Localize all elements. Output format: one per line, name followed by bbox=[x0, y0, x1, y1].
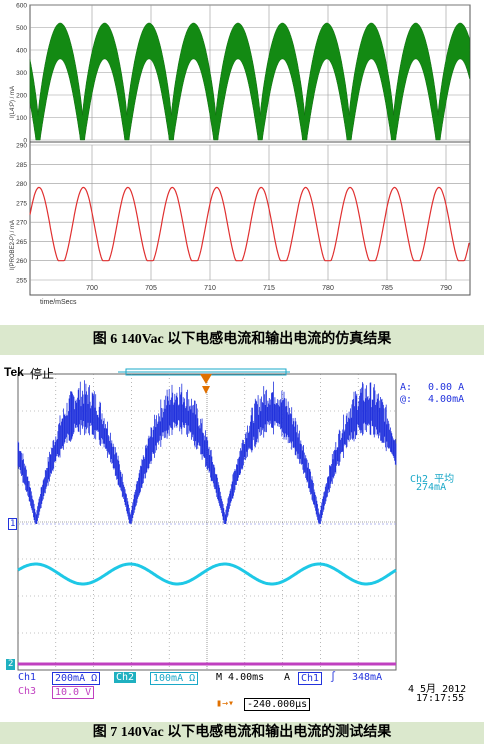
cursor-a-label: A: bbox=[400, 382, 413, 393]
trigger-channel: Ch1 bbox=[298, 672, 323, 685]
cursor-b-label: @: bbox=[400, 394, 413, 405]
simulation-chart-svg: I(L4:P) / mA I(PROBE2-P) / mA time/mSecs… bbox=[10, 3, 471, 306]
ch3-label: Ch3 bbox=[18, 686, 37, 697]
ch1-label: Ch1 bbox=[18, 672, 37, 683]
sim-bottom-ytick-3: 275 bbox=[16, 200, 27, 207]
sim-xtick-6: 790 bbox=[440, 285, 452, 292]
position-icon: ▮→▾ bbox=[216, 698, 235, 709]
sim-xlabel: time/mSecs bbox=[40, 299, 77, 306]
sim-top-ytick-0: 600 bbox=[16, 3, 27, 10]
oscilloscope-svg bbox=[17, 368, 397, 671]
simulation-chart: I(L4:P) / mA I(PROBE2-P) / mA time/mSecs… bbox=[0, 0, 484, 320]
sim-bottom-ytick-0: 290 bbox=[16, 143, 27, 150]
scope-brand: Tek bbox=[4, 365, 24, 379]
sim-top-ytick-4: 200 bbox=[16, 93, 27, 100]
scope-status: 停止 bbox=[30, 367, 55, 381]
sim-xtick-4: 780 bbox=[322, 285, 334, 292]
sim-bottom-ytick-6: 260 bbox=[16, 258, 27, 265]
channel1-marker: 1 bbox=[8, 518, 18, 530]
sim-top-ytick-5: 100 bbox=[16, 115, 27, 122]
sim-xtick-1: 705 bbox=[145, 285, 157, 292]
trigger-level: 348mA bbox=[352, 672, 383, 683]
trigger-position-icon bbox=[200, 374, 212, 384]
sim-xtick-2: 710 bbox=[204, 285, 216, 292]
sim-bottom-ytick-7: 255 bbox=[16, 278, 27, 285]
trigger-marker-icon bbox=[202, 386, 210, 394]
caption-test: 图 7 140Vac 以下电感电流和输出电流的测试结果 bbox=[0, 722, 484, 744]
sim-top-ytick-3: 300 bbox=[16, 70, 27, 77]
scope-time: 17:17:55 bbox=[416, 693, 465, 704]
ch2-average-label: Ch2 平均 bbox=[410, 474, 455, 485]
cursor-b-value: 4.00mA bbox=[428, 394, 465, 405]
horizontal-position: -240.000µs bbox=[244, 698, 311, 711]
ch1-scale: 200mA Ω bbox=[52, 672, 101, 685]
sim-xtick-3: 715 bbox=[263, 285, 275, 292]
sim-bottom-ytick-1: 285 bbox=[16, 162, 27, 169]
ch3-scale: 10.0 V bbox=[52, 686, 95, 699]
sim-top-ytick-1: 500 bbox=[16, 25, 27, 32]
ch2-average-value: 274mA bbox=[416, 482, 447, 493]
timebase: M 4.00ms bbox=[216, 672, 265, 683]
channel2-marker: 2 bbox=[6, 659, 16, 670]
trigger-label: A bbox=[284, 672, 291, 683]
sim-xtick-5: 785 bbox=[381, 285, 393, 292]
ch2-scale: 100mA Ω bbox=[150, 672, 199, 685]
sim-top-ytick-2: 400 bbox=[16, 48, 27, 55]
sim-top-ylabel: I(L4:P) / mA bbox=[10, 86, 16, 118]
oscilloscope-screen: Tek 停止 A: 0.00 A @: 4.00mA Ch2 平均 274mA … bbox=[0, 362, 484, 722]
sim-xtick-0: 700 bbox=[86, 285, 98, 292]
sim-bottom-ytick-4: 270 bbox=[16, 220, 27, 227]
sim-top-ytick-6: 0 bbox=[23, 138, 27, 145]
trigger-slope-icon: ∫ bbox=[330, 672, 337, 683]
caption-simulation: 图 6 140Vac 以下电感电流和输出电流的仿真结果 bbox=[0, 325, 484, 355]
scope-ch2-trace bbox=[17, 562, 397, 586]
scope-date: 4 5月 2012 bbox=[408, 684, 467, 695]
cursor-a-value: 0.00 A bbox=[428, 382, 465, 393]
sim-inductor-current-band bbox=[29, 22, 470, 141]
sim-output-current-line bbox=[29, 186, 470, 262]
sim-bottom-ytick-5: 265 bbox=[16, 239, 27, 246]
ch2-label: Ch2 bbox=[114, 672, 137, 683]
sim-bottom-ylabel: I(PROBE2-P) / mA bbox=[10, 220, 16, 270]
sim-bottom-ytick-2: 280 bbox=[16, 181, 27, 188]
